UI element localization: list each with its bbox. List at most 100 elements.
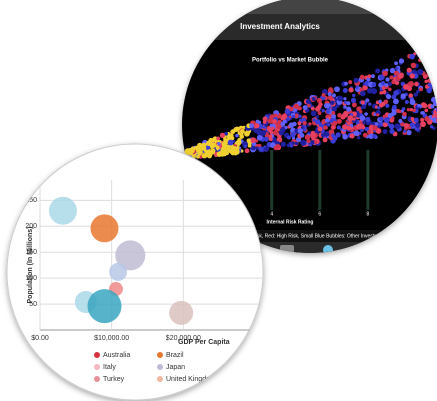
bubble-texture <box>371 74 375 79</box>
bubble-texture <box>389 75 394 80</box>
bubble-texture <box>352 117 356 121</box>
bubble-texture <box>433 109 437 116</box>
bubble-texture <box>343 110 349 117</box>
bubble-texture <box>326 103 331 108</box>
bubble-texture <box>321 93 326 97</box>
bubble <box>90 214 119 243</box>
bubble-texture <box>305 99 311 104</box>
bubble-texture <box>206 140 212 147</box>
bubble-texture <box>286 135 291 140</box>
bubble-texture <box>372 125 378 131</box>
bubble-texture <box>391 110 397 116</box>
bubble-texture <box>298 114 302 119</box>
toolbar-button[interactable] <box>280 245 294 254</box>
bubble-texture <box>365 98 370 103</box>
bubble-texture <box>336 118 342 124</box>
bubble-texture <box>331 106 337 112</box>
bubble-texture <box>286 143 291 148</box>
bubble <box>87 289 122 324</box>
bubble-texture <box>315 119 320 124</box>
bubble-texture <box>262 116 268 122</box>
bubble-texture <box>409 53 415 60</box>
bubble-texture <box>331 125 336 130</box>
bubble-texture <box>429 125 434 129</box>
bubble-texture <box>272 119 277 124</box>
bubble-texture <box>394 123 401 130</box>
legend-label: South Africa <box>0 376 34 383</box>
bubble-texture <box>385 103 390 108</box>
bubble-texture <box>398 58 405 64</box>
bubble-texture <box>321 133 325 138</box>
bubble-texture <box>360 100 365 105</box>
bubble-texture <box>290 127 296 134</box>
bubble-texture <box>272 136 277 141</box>
bubble-texture <box>304 134 311 140</box>
caption: Medium Risk, Red: High Risk, Small Blue … <box>233 233 388 239</box>
bubble-texture <box>255 119 260 124</box>
bubble-texture <box>244 130 250 137</box>
bubble-texture <box>391 116 395 120</box>
y-tick-label: 50 <box>29 301 37 308</box>
bubble-texture <box>250 137 256 144</box>
bubble-texture <box>393 90 399 96</box>
bubble-texture <box>332 120 338 126</box>
bubble-texture <box>374 122 379 126</box>
bubble-texture <box>317 111 322 115</box>
bubble-texture <box>268 137 273 141</box>
bubble-texture <box>432 102 437 107</box>
bubble-texture <box>426 87 432 94</box>
bubble-texture <box>400 122 405 127</box>
bubble-texture <box>366 77 371 82</box>
bubble-texture <box>243 144 247 149</box>
toolbar-button[interactable] <box>323 245 333 255</box>
bubble-texture <box>429 66 436 73</box>
bubble-texture <box>409 122 416 128</box>
bubble-texture <box>346 106 352 112</box>
bubble-texture <box>392 104 397 110</box>
bubble-texture <box>352 93 356 98</box>
legend-label: Turkey <box>103 376 125 383</box>
bubble-texture <box>255 146 259 150</box>
bubble-texture <box>328 113 332 118</box>
bubble-texture <box>343 97 347 101</box>
bubble-texture <box>379 91 383 95</box>
bubble-texture <box>326 108 331 114</box>
bubble-texture <box>315 114 319 119</box>
bubble-texture <box>196 154 200 159</box>
bubble-texture <box>316 97 323 104</box>
bubble-texture <box>232 146 237 151</box>
bubble-texture <box>263 136 269 142</box>
bubble-texture <box>303 128 307 132</box>
bubble-texture <box>389 128 395 134</box>
bubble-texture <box>247 143 252 148</box>
bubble-texture <box>424 116 430 122</box>
bubble-texture <box>331 111 336 115</box>
bubble-texture <box>397 72 404 79</box>
bubble-texture <box>381 101 386 107</box>
bubble-texture <box>244 148 250 154</box>
bubble-texture <box>325 118 330 123</box>
bubble-texture <box>353 77 359 83</box>
bubble-texture <box>225 151 229 156</box>
bubble-texture <box>398 109 402 114</box>
bubble <box>109 262 128 281</box>
bubble <box>115 240 146 271</box>
bubble-texture <box>239 134 245 139</box>
bubble-texture <box>416 53 421 57</box>
bubble-texture <box>224 131 228 136</box>
bubble-texture <box>318 102 323 107</box>
bubble-texture <box>300 139 307 146</box>
bubble-texture <box>372 133 377 139</box>
bubble-texture <box>393 98 399 105</box>
bubble-texture <box>421 48 426 53</box>
bubble-texture <box>362 104 367 109</box>
bubble-texture <box>262 120 267 124</box>
bubble-texture <box>302 121 307 126</box>
bubble-texture <box>428 57 434 63</box>
bubble-texture <box>416 89 420 94</box>
bubble-texture <box>422 49 428 54</box>
bubble-texture <box>342 133 348 140</box>
bubble-texture <box>327 95 333 101</box>
bubble-texture <box>349 133 355 139</box>
legend-label: Argentina <box>0 352 26 359</box>
